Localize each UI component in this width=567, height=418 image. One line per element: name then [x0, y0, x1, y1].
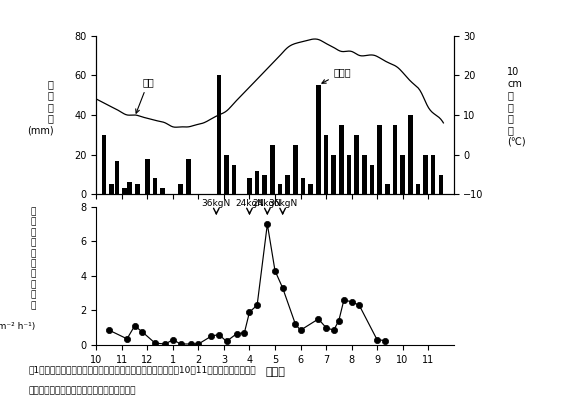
Bar — [178, 184, 183, 194]
Bar — [270, 145, 275, 194]
Bar — [331, 155, 336, 194]
Bar — [224, 155, 229, 194]
Bar — [316, 85, 321, 194]
Bar — [308, 184, 313, 194]
Text: 地温: 地温 — [136, 77, 154, 113]
Bar — [400, 155, 405, 194]
Text: 肥時期と１０ａあたりの窒素施肥量を示す。: 肥時期と１０ａあたりの窒素施肥量を示す。 — [28, 387, 136, 396]
Bar — [285, 175, 290, 194]
Bar — [109, 184, 114, 194]
Bar — [416, 184, 420, 194]
Text: 24kgN: 24kgN — [253, 199, 282, 208]
Text: 24kgN: 24kgN — [235, 199, 264, 208]
Bar — [324, 135, 328, 194]
Bar — [247, 178, 252, 194]
Bar — [255, 171, 260, 194]
Bar — [438, 175, 443, 194]
Bar — [293, 145, 298, 194]
Bar — [346, 155, 352, 194]
Bar — [115, 161, 119, 194]
Bar — [354, 135, 359, 194]
Bar — [101, 135, 107, 194]
Bar — [301, 178, 306, 194]
X-axis label: 測定月: 測定月 — [265, 367, 285, 377]
Bar — [122, 189, 127, 194]
Bar — [431, 155, 435, 194]
Bar — [370, 165, 374, 194]
Bar — [423, 155, 428, 194]
Bar — [232, 165, 236, 194]
Text: 36kgN: 36kgN — [268, 199, 297, 208]
Bar — [278, 184, 282, 194]
Text: 図1　強酸性窒素多肂茶園からの亜酸化窒素フラックス（平成10～11年調査）。矢印は施: 図1 強酸性窒素多肂茶園からの亜酸化窒素フラックス（平成10～11年調査）。矢印… — [28, 366, 256, 375]
Bar — [362, 155, 367, 194]
Bar — [153, 178, 158, 194]
Bar — [217, 75, 221, 194]
Bar — [408, 115, 413, 194]
Y-axis label: 10
cm
平
均
地
温
(℃): 10 cm 平 均 地 温 (℃) — [507, 67, 526, 147]
Bar — [385, 184, 390, 194]
Bar — [377, 125, 382, 194]
Y-axis label: 日
降
水
量
(mm): 日 降 水 量 (mm) — [27, 79, 53, 135]
Bar — [160, 189, 165, 194]
Bar — [392, 125, 397, 194]
Text: 降水量: 降水量 — [322, 67, 352, 83]
Y-axis label: 亜
酸
化
窒
素
フ
ラ
ッ
ク
ス

(mgN m⁻² h⁻¹): 亜 酸 化 窒 素 フ ラ ッ ク ス (mgN m⁻² h⁻¹) — [0, 207, 36, 331]
Bar — [145, 158, 150, 194]
Bar — [127, 182, 132, 194]
Bar — [186, 158, 191, 194]
Text: 36kgN: 36kgN — [202, 199, 231, 208]
Bar — [135, 184, 139, 194]
Bar — [339, 125, 344, 194]
Bar — [263, 175, 267, 194]
